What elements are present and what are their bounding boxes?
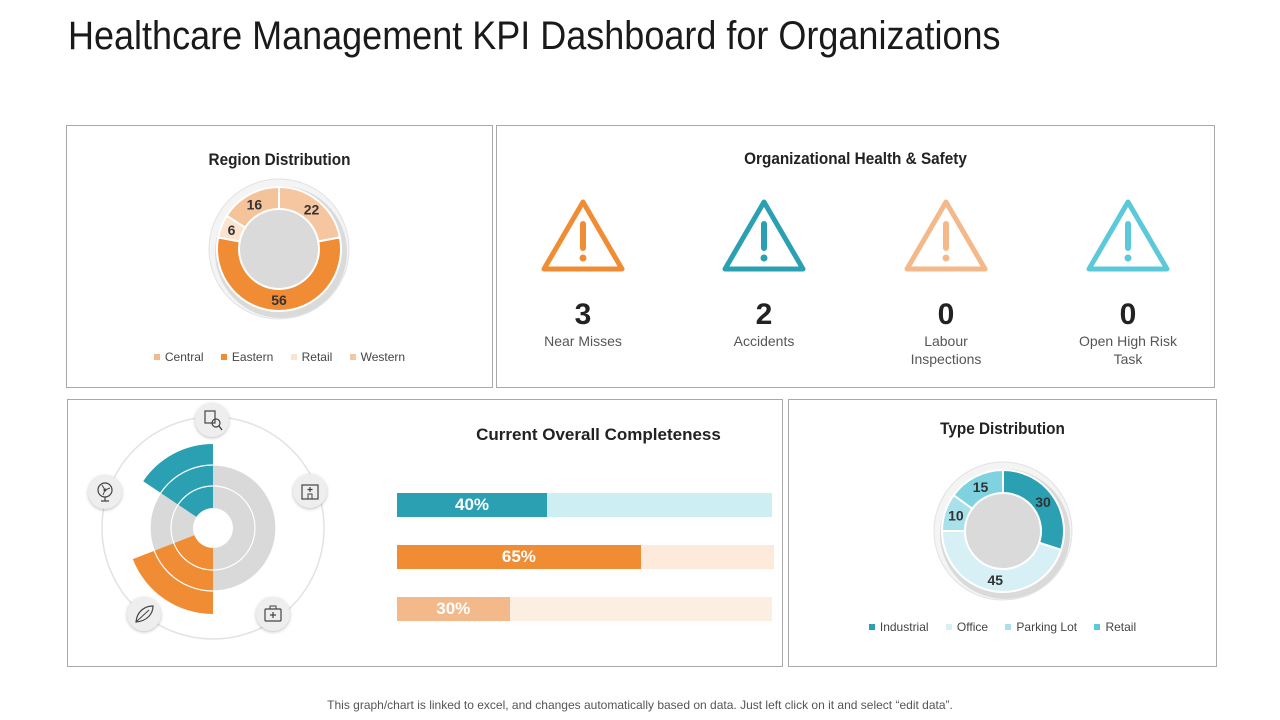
completeness-bar-label: 40% [454,495,490,514]
legend-swatch [1094,623,1101,630]
legend-swatch [868,623,875,630]
region-donut-chart: 22 56 6 16 [208,178,350,320]
legend-label: Parking Lot [1016,620,1078,634]
completeness-panel: Current Overall Completeness 40% 65% 30% [67,399,783,667]
donut-value-label: 56 [271,292,287,308]
kpi-label: Labour Inspections [910,333,982,367]
kpi-accidents: 2 Accidents [679,298,849,350]
health-safety-panel: Organizational Health & Safety 3 Near Mi… [496,125,1215,388]
legend-item-western: Western [349,350,406,364]
donut-value-label: 45 [987,572,1003,588]
donut-value-label: 16 [247,196,263,212]
legend-swatch [1005,623,1012,630]
kpi-label: Open High Risk Task [1078,333,1178,367]
donut-slice-office [940,530,1063,593]
footer-note: This graph/chart is linked to excel, and… [327,698,953,712]
donut-value-label: 22 [304,202,320,218]
kpi-value: 0 [1119,298,1137,331]
radial-segment-1 [143,444,213,517]
legend-label: Eastern [231,350,274,364]
kpi-labour-inspections: 0 Labour Inspections [861,298,1031,368]
legend-item-eastern: Eastern [220,350,274,364]
donut-slice-eastern [216,236,342,312]
type-distribution-panel: Type Distribution 30 45 10 15 Industrial Of… [788,399,1217,667]
type-donut-chart: 30 45 10 15 [933,461,1073,601]
kpi-label: Near Misses [544,333,622,349]
completeness-radial-chart [101,416,325,640]
legend-item-office: Office [945,620,989,634]
type-panel-title: Type Distribution [940,419,1065,438]
legend-item-central: Central [153,350,204,364]
legend-item-industrial: Industrial [868,620,929,634]
legend-swatch [349,353,356,360]
donut-slice-retail [952,468,1004,511]
completeness-bar-fill [397,493,547,517]
legend-label: Retail [301,350,333,364]
health-panel-title: Organizational Health & Safety [744,149,967,168]
kpi-value: 3 [574,298,592,331]
legend-label: Industrial [879,620,929,634]
accidents-warning-icon [722,199,806,272]
completeness-bar-label: 65% [501,547,536,566]
radial-segment-2 [132,535,213,614]
donut-slice-central [225,185,280,229]
radial-grid-ring [170,485,256,571]
legend-label: Office [956,620,989,634]
labour-inspections-warning-icon [904,199,988,272]
completeness-bar-fill [397,545,641,569]
legend-label: Western [360,350,406,364]
kpi-label: Accidents [733,333,795,349]
legend-swatch [290,353,297,360]
region-panel-title: Region Distribution [208,150,351,169]
radial-grid-ring [149,464,277,592]
hospital-icon [293,474,327,508]
leaf-icon [127,597,161,631]
page-title: Healthcare Management KPI Dashboard for … [68,14,1001,58]
kpi-open-high-risk-task: 0 Open High Risk Task [1043,298,1213,368]
legend-item-retail: Retail [290,350,333,364]
open-high-risk-warning-icon [1086,199,1170,272]
legend-label: Retail [1105,620,1137,634]
legend-item-retail: Retail [1094,620,1136,634]
donut-value-label: 10 [948,508,964,524]
region-legend: Central Eastern Retail Western [67,350,492,364]
legend-label: Central [164,350,204,364]
fan-icon [88,475,122,509]
legend-item-parking-lot: Parking Lot [1005,620,1077,634]
legend-swatch [220,353,227,360]
radial-center-hole [193,508,233,548]
donut-value-label: 6 [228,222,236,238]
type-legend: Industrial Office Parking Lot Retail [789,620,1216,634]
donut-value-label: 30 [1035,494,1051,510]
kpi-value: 0 [937,298,955,331]
near-misses-warning-icon [541,199,625,272]
completeness-panel-title: Current Overall Completeness [476,425,721,444]
completeness-bar-fill [397,597,510,621]
first-aid-kit-icon [256,597,290,631]
legend-swatch [945,623,952,630]
research-icon [195,403,229,437]
region-distribution-panel: Region Distribution 22 56 6 16 Central East… [66,125,493,388]
donut-value-label: 15 [973,479,989,495]
kpi-near-misses: 3 Near Misses [498,298,668,350]
kpi-value: 2 [755,298,773,331]
legend-swatch [153,353,160,360]
completeness-bar-label: 30% [436,599,471,618]
